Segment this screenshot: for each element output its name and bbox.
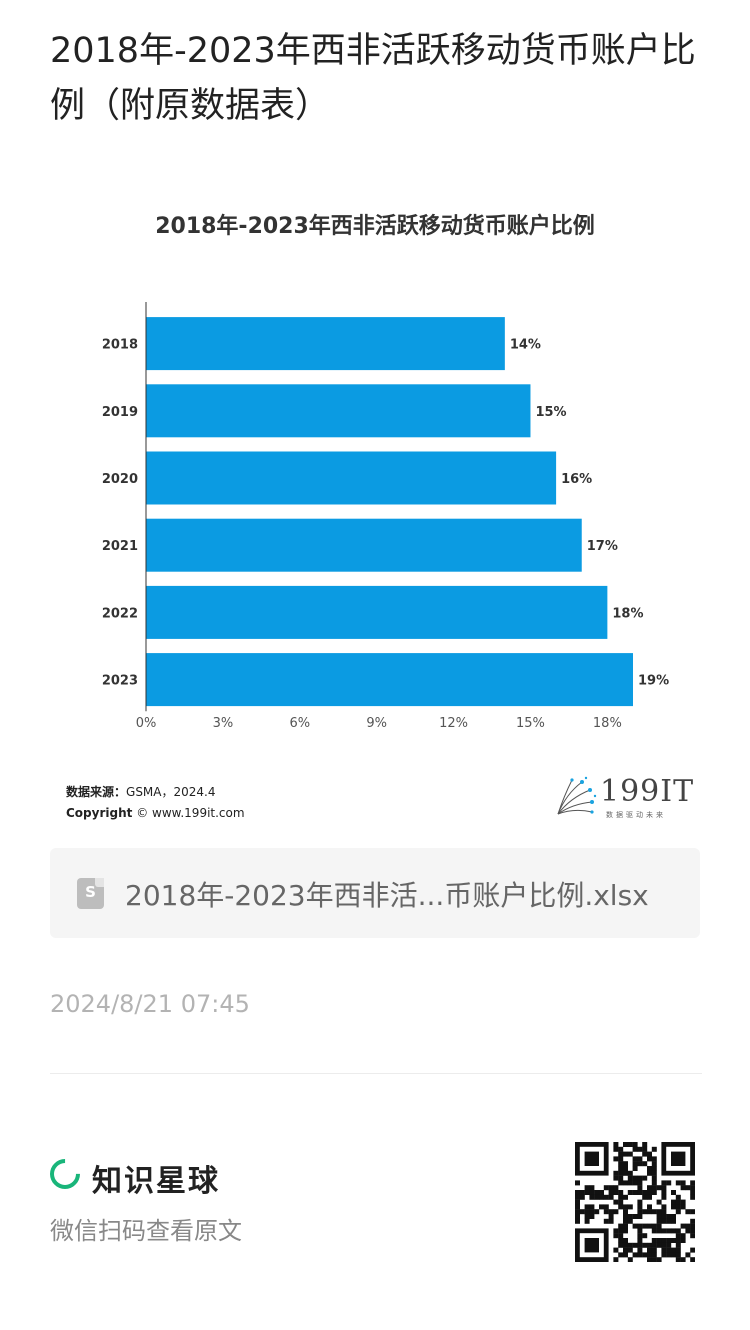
- brand-logo: 199IT 数据驱动未来: [552, 772, 695, 822]
- app-name: 知识星球: [92, 1164, 220, 1199]
- page-title: 2018年-2023年西非活跃移动货币账户比例（附原数据表）: [50, 31, 696, 126]
- scan-hint: 微信扫码查看原文: [50, 1217, 242, 1245]
- value-label-2023: 19%: [638, 674, 669, 689]
- value-label-2020: 16%: [561, 472, 592, 487]
- chart-source: 数据来源：GSMA，2024.4 Copyright © www.199it.c…: [66, 782, 245, 824]
- x-tick-label: 12%: [439, 716, 468, 731]
- spreadsheet-file-icon: S: [77, 878, 104, 909]
- x-tick-label: 6%: [289, 716, 310, 731]
- brand-burst-icon: [557, 776, 597, 815]
- value-label-2022: 18%: [612, 606, 643, 621]
- bar-2022: [146, 585, 608, 639]
- x-tick-label: 15%: [516, 716, 545, 731]
- divider: [50, 1073, 702, 1074]
- qr-code[interactable]: [575, 1142, 695, 1262]
- category-label-2022: 2022: [102, 606, 138, 621]
- brand-name: 199IT: [600, 774, 695, 809]
- chart-image: 2018年-2023年西非活跃移动货币账户比例 2018 14% 2019 15% 20…: [48, 190, 702, 830]
- x-tick-label: 3%: [213, 716, 234, 731]
- value-label-2021: 17%: [587, 539, 618, 554]
- source-value: GSMA，2024.4: [126, 785, 216, 799]
- file-icon-letter: S: [85, 883, 96, 901]
- bar-2020: [146, 451, 557, 505]
- brand-tagline: 数据驱动未来: [606, 811, 666, 819]
- value-label-2019: 15%: [535, 405, 566, 420]
- bar-2023: [146, 653, 633, 707]
- value-label-2018: 14%: [510, 338, 541, 353]
- bar-2019: [146, 384, 531, 438]
- category-label-2023: 2023: [102, 674, 138, 689]
- x-tick-label: 18%: [593, 716, 622, 731]
- category-label-2021: 2021: [102, 539, 138, 554]
- attachment-card[interactable]: S 2018年-2023年西非活...币账户比例.xlsx: [50, 848, 700, 938]
- bar-2021: [146, 518, 582, 572]
- category-label-2018: 2018: [102, 338, 138, 353]
- copyright-value: © www.199it.com: [136, 806, 245, 820]
- post-timestamp: 2024/8/21 07:45: [50, 990, 250, 1018]
- category-label-2020: 2020: [102, 472, 138, 487]
- zsxq-ring-icon: [43, 1152, 87, 1196]
- attachment-file-name[interactable]: 2018年-2023年西非活...币账户比例.xlsx: [125, 879, 649, 912]
- x-tick-label: 0%: [136, 716, 157, 731]
- x-tick-label: 9%: [366, 716, 387, 731]
- source-label: 数据来源：: [66, 785, 127, 799]
- copyright-label: Copyright: [66, 806, 133, 820]
- bar-2018: [146, 317, 505, 371]
- chart-title: 2018年-2023年西非活跃移动货币账户比例: [155, 214, 595, 239]
- category-label-2019: 2019: [102, 405, 138, 420]
- bar-chart: 2018 14% 2019 15% 2020 16% 2021 17% 2022 18% 2023 1…: [102, 302, 669, 731]
